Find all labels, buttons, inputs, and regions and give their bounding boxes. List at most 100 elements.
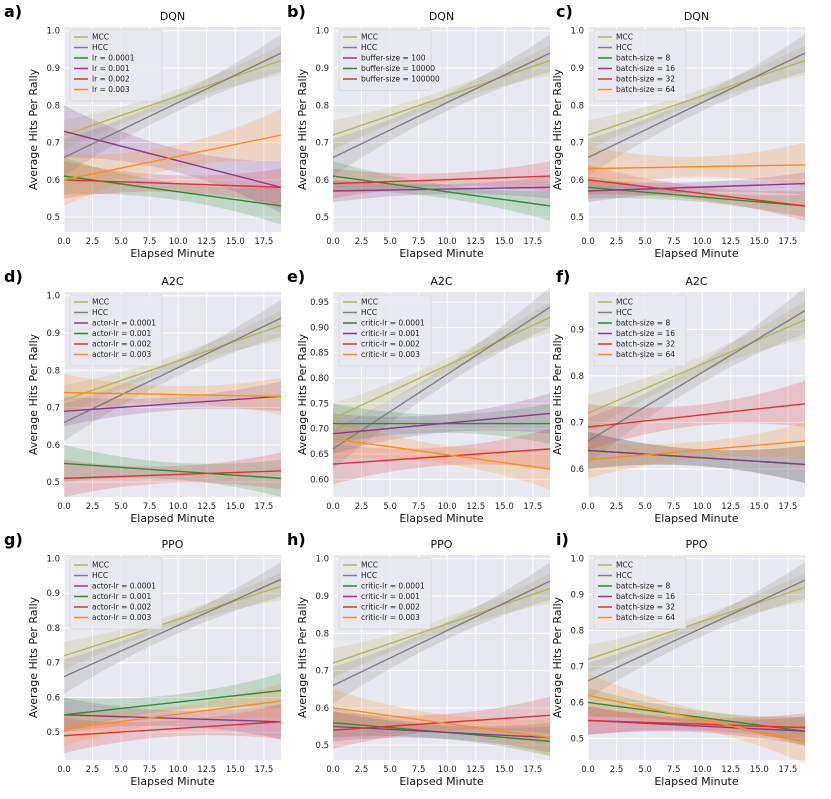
x-tick-label: 15.0 bbox=[226, 237, 245, 247]
x-tick-label: 10.0 bbox=[438, 502, 457, 512]
x-tick-label: 17.5 bbox=[778, 502, 797, 512]
x-tick-label: 15.0 bbox=[750, 765, 769, 775]
legend-label: buffer-size = 100 bbox=[361, 54, 426, 63]
legend-label: buffer-size = 100000 bbox=[361, 75, 440, 84]
x-tick-label: 7.5 bbox=[412, 237, 426, 247]
x-tick-label: 17.5 bbox=[778, 765, 797, 775]
series-line-hcc bbox=[587, 52, 806, 159]
legend-label: MCC bbox=[361, 561, 378, 570]
panel-g: 0.5 0.6 0.7 0.8 0.9 1.0 0.0 2.5 5.0 7.5 10.0 12.5 15… bbox=[4, 530, 282, 788]
panel-letter: c) bbox=[556, 2, 573, 21]
x-tick-label: 7.5 bbox=[412, 502, 426, 512]
y-tick-label: 1.0 bbox=[570, 555, 584, 565]
legend-label: actor-lr = 0.003 bbox=[92, 350, 151, 359]
x-tick-label: 2.5 bbox=[355, 237, 369, 247]
y-tick-label: 0.7 bbox=[315, 139, 329, 149]
x-tick-label: 15.0 bbox=[495, 765, 514, 775]
panel-letter: h) bbox=[287, 530, 306, 549]
legend-label: HCC bbox=[92, 308, 108, 317]
y-tick-label: 1.0 bbox=[570, 27, 584, 37]
legend-label: MCC bbox=[616, 33, 633, 42]
series-line-batch-size-32 bbox=[587, 719, 806, 729]
series-line-critic-lr-0-003 bbox=[332, 438, 551, 470]
legend-label: batch-size = 32 bbox=[616, 340, 675, 349]
x-tick-label: 0.0 bbox=[326, 237, 340, 247]
x-tick-label: 7.5 bbox=[412, 765, 426, 775]
x-tick-label: 10.0 bbox=[169, 237, 188, 247]
series-line-batch-size-16 bbox=[587, 182, 806, 192]
legend-label: HCC bbox=[616, 308, 632, 317]
y-tick-label: 0.6 bbox=[570, 465, 584, 475]
x-tick-label: 2.5 bbox=[610, 765, 624, 775]
series-line-mcc bbox=[63, 324, 282, 401]
legend-box bbox=[338, 294, 432, 367]
y-tick-label: 0.6 bbox=[315, 176, 329, 186]
chart-title: A2C bbox=[685, 275, 708, 288]
series-line-batch-size-32 bbox=[587, 403, 806, 428]
chart-title: PPO bbox=[431, 538, 453, 551]
y-tick-label: 0.5 bbox=[46, 213, 60, 223]
x-tick-label: 17.5 bbox=[523, 765, 542, 775]
x-axis-label: Elapsed Minute bbox=[654, 247, 739, 260]
legend-label: actor-lr = 0.002 bbox=[92, 340, 151, 349]
x-tick-label: 5.0 bbox=[114, 765, 128, 775]
x-tick-label: 0.0 bbox=[57, 237, 71, 247]
y-axis-label: Average Hits Per Rally bbox=[296, 596, 309, 718]
x-tick-label: 17.5 bbox=[254, 237, 273, 247]
series-line-hcc bbox=[63, 578, 282, 678]
panel-c: 0.5 0.6 0.7 0.8 0.9 1.0 0.0 2.5 5.0 7.5 10.0 12.5 15… bbox=[551, 2, 806, 260]
x-tick-label: 2.5 bbox=[86, 502, 100, 512]
legend-box bbox=[69, 557, 163, 630]
x-tick-label: 12.5 bbox=[197, 237, 216, 247]
x-tick-label: 0.0 bbox=[581, 502, 595, 512]
x-tick-label: 2.5 bbox=[86, 765, 100, 775]
x-tick-label: 2.5 bbox=[86, 237, 100, 247]
y-axis-label: Average Hits Per Rally bbox=[27, 333, 40, 455]
x-axis-label: Elapsed Minute bbox=[399, 247, 484, 260]
panel-letter: b) bbox=[287, 2, 306, 21]
panel-letter: g) bbox=[4, 530, 23, 549]
x-tick-label: 10.0 bbox=[169, 765, 188, 775]
series-line-actor-lr-0-0001 bbox=[63, 395, 282, 412]
x-tick-label: 5.0 bbox=[638, 765, 652, 775]
series-line-critic-lr-0-001 bbox=[332, 412, 551, 435]
legend-box bbox=[338, 29, 432, 91]
x-axis-label: Elapsed Minute bbox=[399, 512, 484, 525]
legend-label: HCC bbox=[92, 43, 108, 52]
x-axis-label: Elapsed Minute bbox=[130, 512, 215, 525]
y-tick-label: 0.6 bbox=[46, 693, 60, 703]
series-line-mcc bbox=[587, 59, 806, 136]
y-tick-label: 0.8 bbox=[570, 627, 584, 637]
series-line-critic-lr-0-003 bbox=[332, 707, 551, 739]
series-line-batch-size-64 bbox=[587, 440, 806, 461]
legend-label: batch-size = 32 bbox=[616, 603, 675, 612]
series-line-mcc bbox=[332, 587, 551, 664]
y-tick-label: 0.8 bbox=[315, 101, 329, 111]
series-line-lr-0-003 bbox=[63, 134, 282, 181]
legend-label: MCC bbox=[92, 298, 109, 307]
x-tick-label: 10.0 bbox=[438, 765, 457, 775]
y-tick-label: 0.9 bbox=[570, 64, 584, 74]
legend-label: critic-lr = 0.002 bbox=[361, 603, 420, 612]
series-line-hcc bbox=[332, 306, 551, 450]
legend-label: batch-size = 8 bbox=[616, 582, 670, 591]
legend-label: HCC bbox=[92, 571, 108, 580]
x-tick-label: 10.0 bbox=[693, 765, 712, 775]
legend-label: critic-lr = 0.002 bbox=[361, 340, 420, 349]
legend-box bbox=[593, 29, 687, 102]
x-axis-label: Elapsed Minute bbox=[130, 247, 215, 260]
series-line-mcc bbox=[587, 319, 806, 414]
x-tick-label: 7.5 bbox=[667, 765, 681, 775]
legend-box bbox=[69, 29, 163, 102]
legend-label: HCC bbox=[361, 43, 377, 52]
legend-label: MCC bbox=[92, 33, 109, 42]
x-tick-label: 10.0 bbox=[438, 237, 457, 247]
x-tick-label: 0.0 bbox=[326, 502, 340, 512]
y-tick-label: 0.6 bbox=[46, 176, 60, 186]
legend-label: batch-size = 64 bbox=[616, 350, 675, 359]
y-axis-label: Average Hits Per Rally bbox=[296, 333, 309, 455]
legend-box bbox=[593, 294, 687, 367]
